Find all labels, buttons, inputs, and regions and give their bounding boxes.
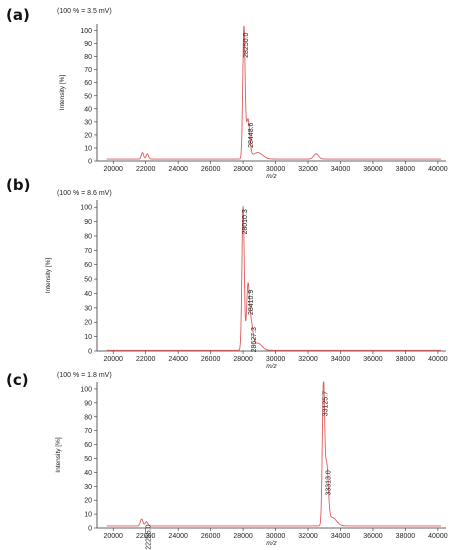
x-tick-label: 20000	[103, 356, 123, 363]
x-tick-label: 22000	[136, 166, 156, 173]
y-tick-label: 20	[84, 498, 92, 505]
spectrum-trace	[106, 206, 442, 351]
y-tick-label: 10	[84, 512, 92, 519]
y-tick-label: 10	[84, 334, 92, 341]
x-tick-label: 22000	[136, 533, 156, 540]
x-tick-label: 36000	[363, 356, 383, 363]
spectrum-trace	[106, 25, 442, 160]
x-tick-label: 38000	[396, 356, 416, 363]
x-tick-label: 34000	[331, 356, 351, 363]
peak-mass-label: 28448.6	[248, 122, 255, 147]
x-tick-label: 36000	[363, 533, 383, 540]
x-tick-label: 38000	[396, 533, 416, 540]
x-tick-label: 26000	[201, 533, 221, 540]
y-tick-label: 90	[84, 219, 92, 226]
panel-label: (a)	[6, 6, 30, 24]
y-tick-label: 80	[84, 54, 92, 61]
y-tick-label: 80	[84, 233, 92, 240]
x-tick-label: 32000	[298, 356, 318, 363]
intensity-scale-note: (100 % = 8.6 mV)	[57, 190, 112, 197]
y-tick-label: 100	[80, 205, 92, 212]
spectrum-trace	[106, 381, 442, 527]
peak-mass-label: 22255.0	[146, 524, 153, 549]
x-tick-label: 36000	[363, 166, 383, 173]
peak-mass-label: 28410.9	[248, 290, 255, 315]
x-axis-title: m/z	[266, 363, 277, 370]
y-tick-label: 40	[84, 470, 92, 477]
y-tick-label: 40	[84, 106, 92, 113]
y-tick-label: 60	[84, 262, 92, 269]
x-tick-label: 24000	[168, 356, 188, 363]
x-tick-label: 30000	[266, 166, 286, 173]
peak-mass-label: 33313.0	[326, 470, 333, 495]
peak-mass-label: 28627.3	[251, 327, 258, 352]
x-tick-label: 34000	[331, 166, 351, 173]
y-tick-label: 100	[80, 386, 92, 393]
y-tick-label: 80	[84, 414, 92, 421]
y-tick-label: 0	[88, 349, 92, 356]
y-tick-label: 70	[84, 67, 92, 74]
x-tick-label: 20000	[103, 166, 123, 173]
y-tick-label: 30	[84, 119, 92, 126]
spectrum-panel-a: (a) (100 % = 3.5 mV) 0 10 20 30 40 50 60 70 80 90 10…	[6, 6, 448, 180]
y-tick-label: 30	[84, 484, 92, 491]
x-tick-label: 24000	[168, 533, 188, 540]
y-tick-label: 40	[84, 291, 92, 298]
y-tick-label: 70	[84, 248, 92, 255]
peak-mass-label: 28250.0	[243, 32, 250, 57]
panel-label: (c)	[6, 371, 29, 389]
x-tick-label: 20000	[103, 533, 123, 540]
intensity-scale-note: (100 % = 1.8 mV)	[57, 372, 112, 379]
intensity-scale-note: (100 % = 3.5 mV)	[57, 8, 112, 15]
y-tick-label: 90	[84, 41, 92, 48]
y-axis-title: Intensity [%]	[55, 437, 62, 473]
y-axis-title: Intensity [%]	[45, 258, 52, 294]
y-tick-label: 0	[88, 526, 92, 533]
y-tick-label: 10	[84, 145, 92, 152]
y-tick-label: 20	[84, 320, 92, 327]
spectrum-panel-c: (c) (100 % = 1.8 mV) 0 10 20 30 40 50 60 70 80 90 10…	[6, 371, 448, 550]
x-tick-label: 26000	[201, 166, 221, 173]
x-tick-label: 24000	[168, 166, 188, 173]
x-tick-label: 32000	[298, 166, 318, 173]
x-tick-label: 32000	[298, 533, 318, 540]
x-tick-label: 28000	[233, 533, 253, 540]
x-tick-label: 40000	[428, 166, 448, 173]
peak-mass-label: 33125.7	[322, 391, 329, 416]
y-tick-label: 50	[84, 456, 92, 463]
x-tick-label: 30000	[266, 533, 286, 540]
x-tick-label: 30000	[266, 356, 286, 363]
y-axis-title: Intensity [%]	[59, 75, 66, 111]
y-tick-label: 0	[88, 159, 92, 166]
peak-mass-label: 28010.3	[242, 209, 249, 234]
x-tick-label: 40000	[428, 356, 448, 363]
x-tick-label: 38000	[396, 166, 416, 173]
x-tick-label: 34000	[331, 533, 351, 540]
y-tick-label: 60	[84, 80, 92, 87]
y-tick-label: 70	[84, 428, 92, 435]
y-tick-label: 30	[84, 305, 92, 312]
x-tick-label: 26000	[201, 356, 221, 363]
y-tick-label: 20	[84, 132, 92, 139]
x-tick-label: 40000	[428, 533, 448, 540]
x-tick-label: 28000	[233, 166, 253, 173]
y-tick-label: 50	[84, 277, 92, 284]
x-tick-label: 28000	[233, 356, 253, 363]
x-axis-title: m/z	[266, 540, 277, 547]
y-tick-label: 50	[84, 93, 92, 100]
panel-label: (b)	[6, 176, 30, 194]
y-tick-label: 60	[84, 442, 92, 449]
y-tick-label: 100	[80, 28, 92, 35]
x-tick-label: 22000	[136, 356, 156, 363]
y-tick-label: 90	[84, 400, 92, 407]
spectrum-panel-b: (b) (100 % = 8.6 mV) 0 10 20 30 40 50 60 70 80 90 10…	[6, 176, 448, 370]
x-axis-title: m/z	[266, 173, 277, 180]
